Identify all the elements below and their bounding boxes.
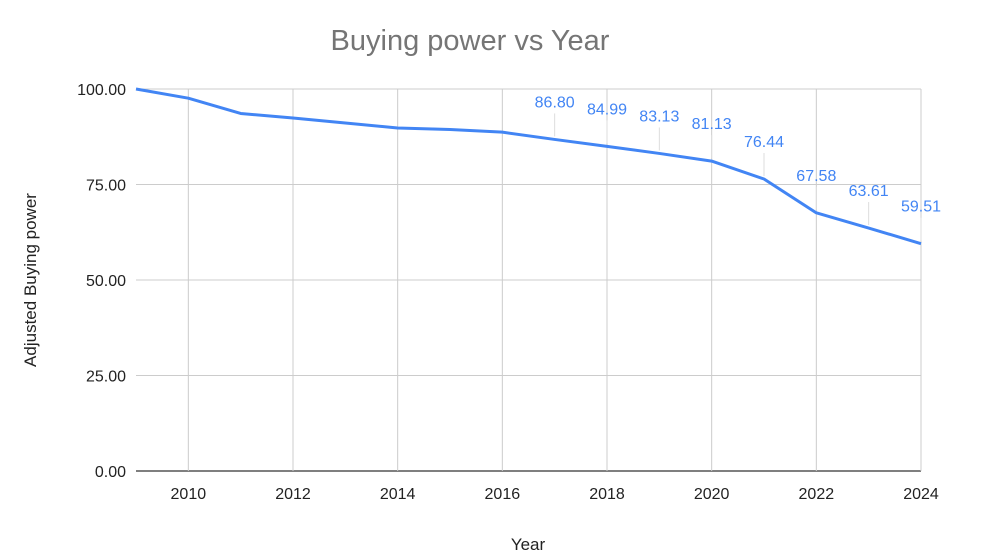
x-tick-label: 2022	[799, 486, 835, 503]
chart-title: Buying power vs Year	[331, 25, 610, 57]
data-label: 86.80	[535, 94, 575, 111]
x-tick-label: 2014	[380, 486, 416, 503]
y-tick-label: 75.00	[86, 178, 126, 195]
x-tick-label: 2018	[589, 486, 625, 503]
y-tick-label: 50.00	[86, 273, 126, 290]
y-axis-label: Adjusted Buying power	[21, 193, 40, 367]
data-label: 81.13	[692, 116, 732, 133]
series-line	[135, 87, 922, 246]
data-label: 84.99	[587, 101, 627, 118]
x-axis-label: Year	[511, 535, 546, 554]
y-tick-label: 100.00	[77, 82, 126, 99]
y-tick-label: 25.00	[86, 369, 126, 386]
data-label: 83.13	[639, 108, 679, 125]
data-label: 67.58	[796, 168, 836, 185]
data-label: 76.44	[744, 134, 784, 151]
x-tick-label: 2020	[694, 486, 730, 503]
x-tick-label: 2016	[485, 486, 521, 503]
y-tick-label: 0.00	[95, 464, 126, 481]
x-tick-label: 2010	[171, 486, 207, 503]
x-tick-label: 2024	[903, 486, 939, 503]
data-label: 63.61	[849, 183, 889, 200]
data-label: 59.51	[901, 199, 941, 216]
x-tick-label: 2012	[275, 486, 311, 503]
